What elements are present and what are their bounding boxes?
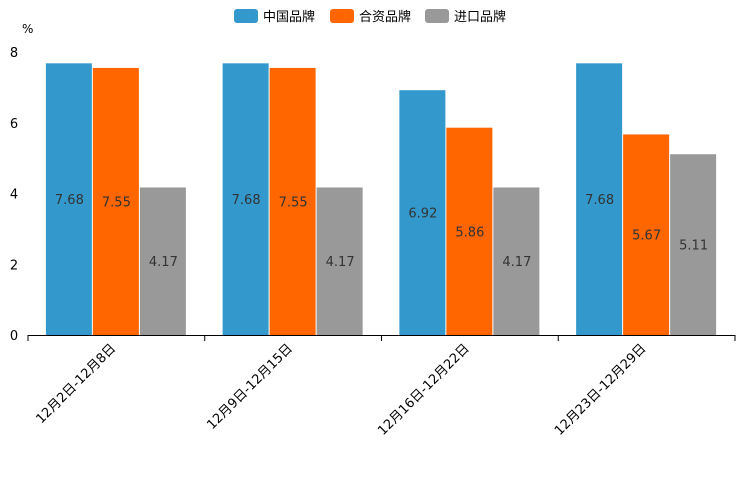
data-label: 7.55 bbox=[279, 195, 308, 210]
data-label: 6.92 bbox=[408, 207, 437, 222]
bar-series-1-category-1 bbox=[45, 63, 92, 335]
x-category-label: 12月9日-12月15日 bbox=[204, 341, 296, 433]
bars: 7.68 7.68 6.92 7.68 7.55 7.55 5.86 5.67 4.17 4.17… bbox=[45, 63, 717, 335]
bar-series-3-category-2 bbox=[316, 187, 363, 335]
y-tick-label: 2 bbox=[10, 258, 18, 273]
x-category-label: 12月2日-12月8日 bbox=[33, 341, 119, 427]
y-tick-label: 0 bbox=[10, 329, 18, 344]
x-category-label: 12月23日-12月29日 bbox=[552, 341, 649, 438]
bar-series-2-category-2 bbox=[269, 67, 316, 335]
data-label: 7.68 bbox=[585, 193, 614, 208]
data-label: 5.86 bbox=[455, 225, 484, 240]
data-label: 7.68 bbox=[232, 193, 261, 208]
data-label: 4.17 bbox=[326, 255, 355, 270]
legend-swatch bbox=[330, 9, 354, 23]
data-label: 7.55 bbox=[102, 195, 131, 210]
data-label: 5.67 bbox=[632, 229, 661, 244]
legend: 中国品牌 合资品牌 进口品牌 bbox=[234, 9, 506, 25]
y-axis-unit-label: % bbox=[22, 22, 33, 36]
legend-label: 进口品牌 bbox=[454, 9, 506, 25]
data-label: 4.17 bbox=[502, 255, 531, 270]
x-axis: 12月2日-12月8日 12月9日-12月15日 12月16日-12月22日 12月2… bbox=[27, 335, 736, 439]
x-category-label: 12月16日-12月22日 bbox=[375, 341, 472, 438]
data-label: 4.17 bbox=[149, 255, 178, 270]
bar-series-3-category-3 bbox=[493, 187, 540, 335]
y-tick-label: 8 bbox=[10, 46, 18, 61]
bar-series-3-category-4 bbox=[670, 154, 717, 335]
bar-series-1-category-4 bbox=[576, 63, 623, 335]
legend-swatch bbox=[425, 9, 449, 23]
legend-swatch bbox=[234, 9, 258, 23]
bar-series-1-category-2 bbox=[222, 63, 269, 335]
y-tick-label: 4 bbox=[10, 188, 18, 203]
bar-series-2-category-3 bbox=[446, 127, 493, 335]
data-label: 7.68 bbox=[55, 193, 84, 208]
bar-series-3-category-1 bbox=[139, 187, 186, 335]
legend-label: 中国品牌 bbox=[263, 9, 315, 25]
y-tick-label: 6 bbox=[10, 117, 18, 132]
bar-series-2-category-1 bbox=[92, 67, 139, 335]
y-axis: 0 2 4 6 8 bbox=[10, 46, 18, 344]
bar-series-2-category-4 bbox=[623, 134, 670, 335]
data-label: 5.11 bbox=[679, 239, 708, 254]
bar-series-1-category-3 bbox=[399, 90, 446, 335]
legend-label: 合资品牌 bbox=[359, 9, 411, 25]
